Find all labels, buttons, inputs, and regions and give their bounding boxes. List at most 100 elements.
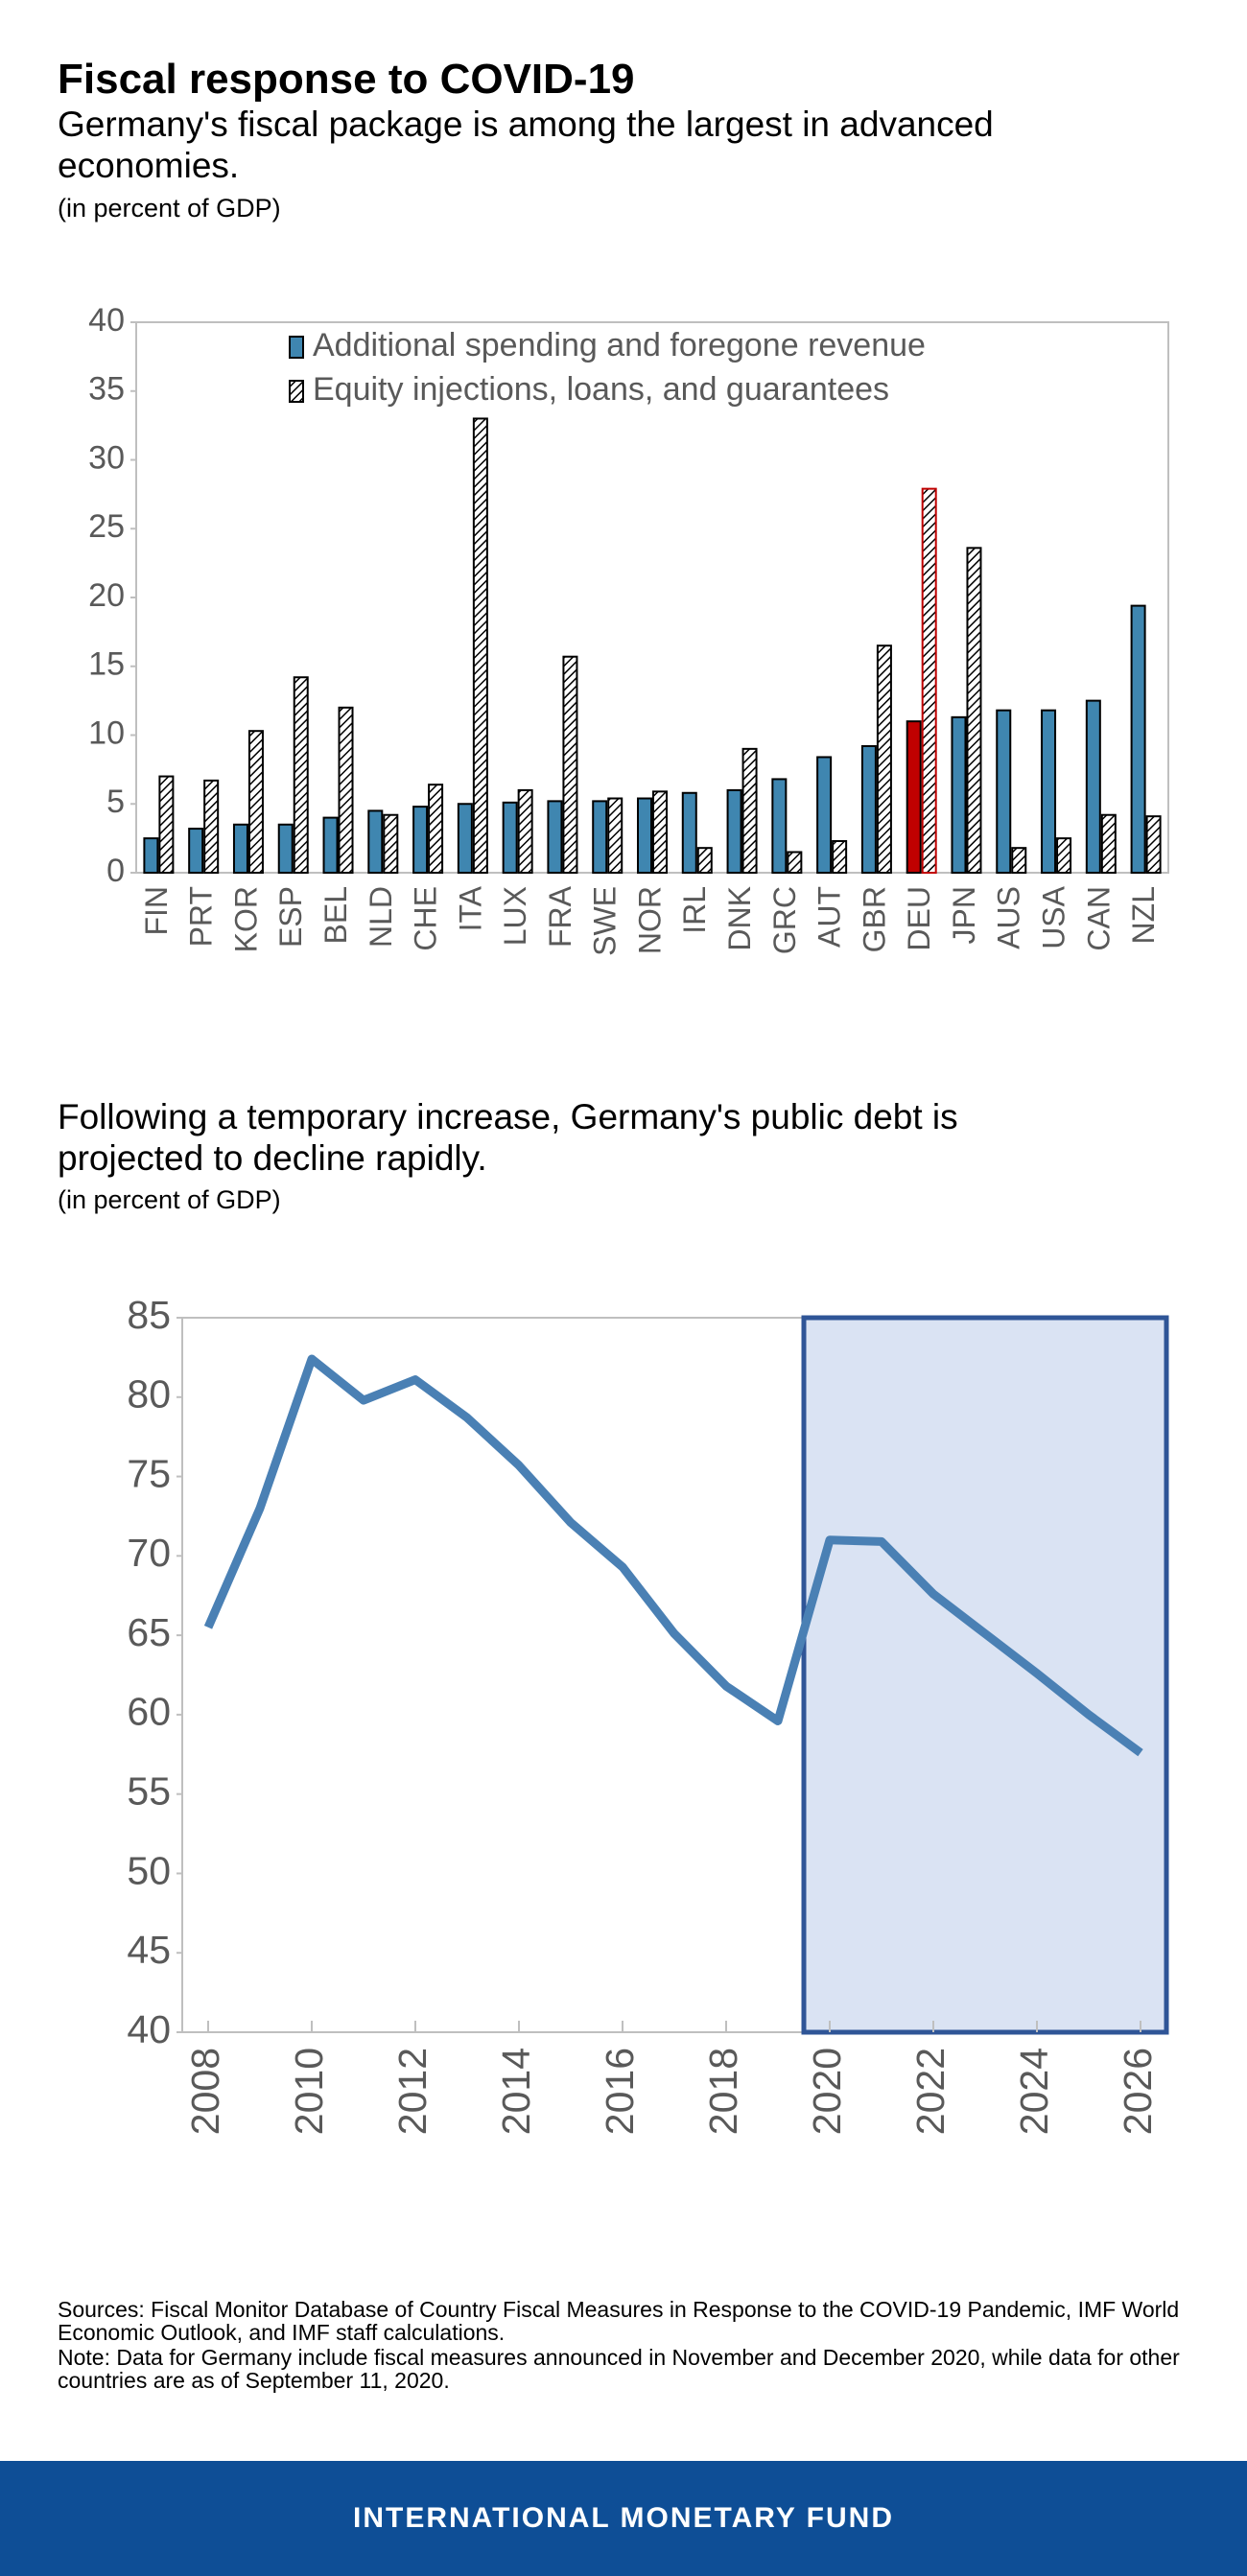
x-tick-label: LUX (498, 886, 532, 946)
legend-label: Equity injections, loans, and guarantees (313, 371, 889, 408)
x-tick-label: CAN (1081, 886, 1116, 951)
chart-subtitle: (in percent of GDP) (58, 1185, 281, 1214)
x-tick-label: 2008 (183, 2048, 227, 2135)
bar (367, 809, 384, 874)
bar (681, 791, 697, 875)
bar (951, 715, 967, 874)
x-tick-label: ESP (273, 886, 308, 948)
x-tick-label: 2010 (287, 2048, 331, 2135)
x-tick-label: NLD (364, 886, 398, 948)
chart-title: Following a temporary increase, Germany'… (58, 1097, 958, 1178)
x-tick-label: DEU (902, 886, 936, 951)
y-tick-label: 0 (106, 853, 125, 889)
x-tick-label: IRL (677, 886, 712, 934)
bar (1056, 837, 1072, 874)
y-tick-label: 35 (88, 371, 125, 408)
bar (996, 709, 1012, 874)
bar (143, 837, 159, 874)
y-tick-label: 80 (127, 1372, 171, 1417)
y-tick-label: 70 (127, 1531, 171, 1575)
bar (696, 847, 713, 874)
legend-label: Additional spending and foregone revenue (313, 327, 926, 363)
chart-subtitle: (in percent of GDP) (58, 194, 281, 222)
x-tick-label: 2016 (598, 2048, 642, 2135)
bar (502, 801, 518, 874)
y-tick-label: 25 (88, 508, 125, 545)
x-tick-label: GRC (767, 886, 802, 954)
x-tick-label: 2020 (805, 2048, 849, 2135)
bar (652, 790, 668, 875)
x-tick-label: USA (1036, 885, 1071, 948)
bar (203, 779, 220, 874)
legend-swatch (289, 380, 304, 403)
bar (1100, 813, 1117, 874)
y-tick-label: 20 (88, 577, 125, 614)
legend-swatch (289, 336, 304, 359)
y-tick-label: 5 (106, 784, 125, 820)
bar (860, 744, 877, 874)
x-tick-label: 2026 (1116, 2048, 1160, 2135)
x-tick-label: NOR (632, 886, 667, 954)
x-tick-label: FRA (543, 885, 577, 948)
y-tick-label: 40 (127, 2007, 171, 2051)
y-tick-label: 75 (127, 1451, 171, 1495)
note: Note: Data for Germany include fiscal me… (58, 2345, 1180, 2393)
bar (472, 417, 488, 874)
bar (457, 803, 473, 874)
page-title: Fiscal response to COVID-19 (58, 56, 635, 103)
sources: Sources: Fiscal Monitor Database of Coun… (58, 2297, 1180, 2345)
y-tick-label: 85 (127, 1293, 171, 1337)
x-tick-label: 2018 (701, 2048, 745, 2135)
bar (517, 788, 533, 875)
y-tick-label: 45 (127, 1928, 171, 1972)
bar (607, 797, 624, 875)
bar (412, 806, 429, 874)
x-tick-label: KOR (228, 886, 263, 952)
bar (1041, 709, 1057, 874)
x-tick-label: ITA (453, 885, 487, 931)
x-tick-label: GBR (857, 886, 891, 952)
bar (637, 797, 652, 875)
bar (1011, 847, 1027, 874)
y-tick-label: 65 (127, 1610, 171, 1654)
bar (832, 839, 848, 874)
x-tick-label: AUS (992, 886, 1026, 949)
x-tick-label: AUT (812, 886, 847, 948)
footer-brand: INTERNATIONAL MONETARY FUND (353, 2502, 894, 2534)
y-tick-label: 50 (127, 1848, 171, 1892)
bar (592, 800, 608, 875)
bar (232, 823, 248, 875)
bar (876, 644, 892, 874)
x-tick-label: BEL (318, 886, 353, 944)
bar (562, 655, 578, 875)
x-tick-label: 2012 (390, 2048, 435, 2135)
bar (247, 730, 264, 874)
bar (1130, 604, 1146, 874)
bar (428, 784, 444, 874)
y-tick-label: 15 (88, 646, 125, 683)
x-tick-label: 2014 (494, 2048, 538, 2135)
line (203, 1354, 1143, 1757)
bar (1085, 699, 1101, 874)
bar (547, 800, 563, 875)
bar (158, 775, 175, 874)
bar (1145, 815, 1162, 874)
bar (771, 778, 788, 874)
y-tick-label: 40 (88, 302, 125, 339)
bar (921, 487, 937, 874)
x-tick-label: DNK (722, 886, 757, 951)
forecast-shade (801, 1315, 1169, 2035)
y-tick-label: 55 (127, 1768, 171, 1813)
bar (966, 547, 982, 875)
x-tick-label: 2022 (908, 2048, 953, 2135)
bar (383, 813, 399, 874)
y-tick-label: 10 (88, 714, 125, 751)
x-tick-label: SWE (588, 886, 623, 956)
x-tick-label: JPN (947, 886, 981, 944)
bar (906, 720, 922, 875)
x-tick-label: 2024 (1012, 2048, 1056, 2135)
bar (726, 788, 742, 875)
bar (277, 823, 294, 875)
x-tick-label: PRT (184, 886, 219, 947)
